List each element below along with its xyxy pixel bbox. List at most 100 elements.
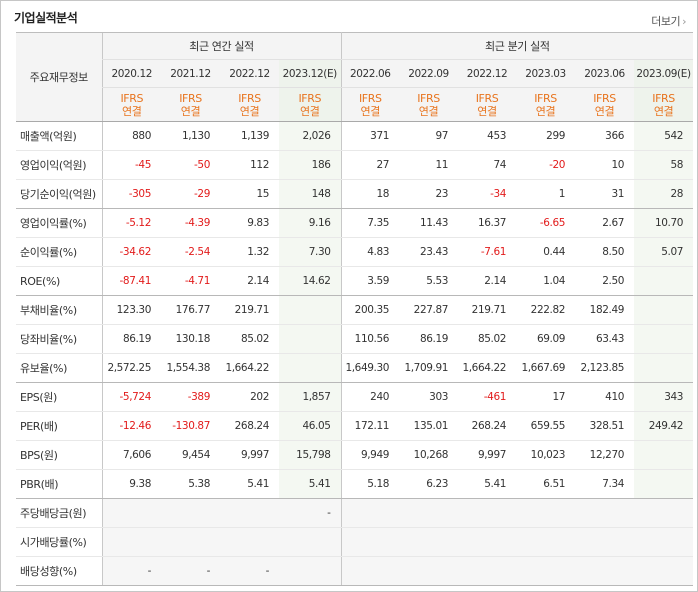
table-cell: 123.30 — [101, 295, 161, 325]
table-cell: 299 — [516, 121, 576, 151]
table-cell: 7,606 — [101, 440, 161, 470]
table-cell — [634, 324, 694, 354]
table-row: 영업이익(억원) -45 -50 112 186 27 11 74 -20 10 58 — [16, 150, 694, 180]
table-cell: -50 — [161, 150, 220, 180]
period-header: 2023.06 — [575, 59, 635, 88]
table-cell — [634, 469, 694, 499]
table-row: BPS(원) 7,606 9,454 9,997 15,798 9,949 10,268 9,… — [16, 440, 694, 470]
table-cell: 31 — [575, 179, 635, 209]
table-cell: 172.11 — [341, 411, 400, 441]
accounting-standard: IFRS 연결 — [399, 87, 459, 122]
table-cell: - — [161, 556, 220, 586]
accounting-standard: IFRS 연결 — [220, 87, 279, 122]
table-cell: 410 — [575, 382, 635, 412]
consolidated-label: 연결 — [653, 104, 674, 118]
ifrs-label: IFRS — [417, 91, 440, 105]
table-cell: 2,026 — [279, 121, 342, 151]
table-cell: 1,664.22 — [458, 353, 517, 383]
table-row: ROE(%) -87.41 -4.71 2.14 14.62 3.59 5.53 2.14 1.… — [16, 266, 694, 296]
table-cell — [399, 498, 459, 528]
annual-group-header: 최근 연간 실적 — [101, 32, 342, 60]
period-header: 2022.06 — [341, 59, 400, 88]
row-label: 시가배당률(%) — [16, 527, 102, 557]
table-cell — [399, 556, 459, 586]
row-label: 매출액(억원) — [16, 121, 102, 151]
table-cell: 5.41 — [279, 469, 342, 499]
more-link[interactable]: 더보기 › — [651, 13, 686, 29]
table-cell: 9.38 — [101, 469, 161, 499]
table-cell: 9,997 — [458, 440, 517, 470]
table-cell — [341, 527, 400, 557]
ifrs-label: IFRS — [593, 91, 616, 105]
table-cell: 186 — [279, 150, 342, 180]
table-row: 부채비율(%) 123.30 176.77 219.71 200.35 227.87 219… — [16, 295, 694, 325]
table-cell: 182.49 — [575, 295, 635, 325]
table-cell: 7.34 — [575, 469, 635, 499]
accounting-standard: IFRS 연결 — [575, 87, 635, 122]
row-label: 주당배당금(원) — [16, 498, 102, 528]
table-cell: 17 — [516, 382, 576, 412]
table-cell: 268.24 — [220, 411, 279, 441]
table-cell: 28 — [634, 179, 694, 209]
table-cell: 18 — [341, 179, 400, 209]
table-cell: 4.83 — [341, 237, 400, 267]
table-cell: -87.41 — [101, 266, 161, 296]
ifrs-label: IFRS — [652, 91, 675, 105]
table-cell: 9,997 — [220, 440, 279, 470]
table-cell: 23.43 — [399, 237, 459, 267]
consolidated-label: 연결 — [122, 104, 142, 118]
table-cell: 11 — [399, 150, 459, 180]
table-cell: 366 — [575, 121, 635, 151]
table-cell: -34 — [458, 179, 517, 209]
table-cell: 23 — [399, 179, 459, 209]
row-label: 영업이익률(%) — [16, 208, 102, 238]
table-cell: 1,649.30 — [341, 353, 400, 383]
ifrs-label: IFRS — [475, 91, 499, 105]
table-cell: -389 — [161, 382, 220, 412]
section-title: 기업실적분석 — [14, 11, 78, 25]
table-cell: 371 — [341, 121, 400, 151]
table-cell: 542 — [634, 121, 694, 151]
period-header: 2023.12(E) — [279, 59, 342, 88]
consolidated-label: 연결 — [418, 104, 439, 118]
table-cell: -2.54 — [161, 237, 220, 267]
table-cell — [279, 556, 342, 586]
consolidated-label: 연결 — [477, 104, 497, 118]
row-label: 부채비율(%) — [16, 295, 102, 325]
table-cell — [279, 295, 342, 325]
table-cell — [634, 527, 694, 557]
table-cell — [458, 527, 517, 557]
accounting-standard: IFRS 연결 — [341, 87, 400, 122]
table-cell: -12.46 — [101, 411, 161, 441]
row-label: ROE(%) — [16, 266, 102, 296]
table-cell: 2,572.25 — [101, 353, 161, 383]
table-cell: 148 — [279, 179, 342, 209]
table-cell: - — [279, 498, 342, 528]
table-cell: 27 — [341, 150, 400, 180]
table-cell: 343 — [634, 382, 694, 412]
accounting-standard: IFRS 연결 — [161, 87, 220, 122]
table-cell — [399, 527, 459, 557]
table-cell: 240 — [341, 382, 400, 412]
table-cell: 268.24 — [458, 411, 517, 441]
table-cell: -4.39 — [161, 208, 220, 238]
table-cell: 11.43 — [399, 208, 459, 238]
consolidated-label: 연결 — [594, 104, 615, 118]
table-cell — [161, 527, 220, 557]
table-cell: 58 — [634, 150, 694, 180]
table-cell — [634, 295, 694, 325]
period-header: 2021.12 — [161, 59, 220, 88]
table-cell: 9,454 — [161, 440, 220, 470]
accounting-standard: IFRS 연결 — [458, 87, 517, 122]
table-cell: -6.65 — [516, 208, 576, 238]
table-cell: 303 — [399, 382, 459, 412]
table-cell: 0.44 — [516, 237, 576, 267]
table-cell: 112 — [220, 150, 279, 180]
table-cell: 7.35 — [341, 208, 400, 238]
row-label: 영업이익(억원) — [16, 150, 102, 180]
table-cell: -7.61 — [458, 237, 517, 267]
row-label: PBR(배) — [16, 469, 102, 499]
period-header: 2023.03 — [516, 59, 576, 88]
financial-table: 주요재무정보 최근 연간 실적 최근 분기 실적 2020.12 2021.12 2022… — [16, 32, 694, 586]
table-cell: 1 — [516, 179, 576, 209]
